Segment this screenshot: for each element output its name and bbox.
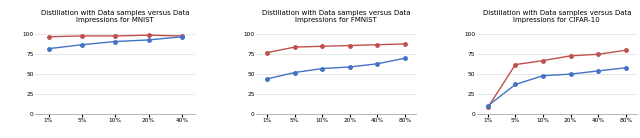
Data Impressions [374, 63, 381, 65]
Data Impressions [595, 70, 602, 72]
Original Training Data [539, 60, 547, 61]
Data Impressions [511, 84, 519, 85]
Original Training Data [45, 36, 52, 38]
Data Impressions [318, 68, 326, 69]
Original Training Data [111, 35, 119, 37]
Line: Original Training Data: Original Training Data [266, 42, 406, 54]
Data Impressions [145, 39, 152, 41]
Data Impressions [401, 57, 409, 59]
Data Impressions [622, 67, 630, 69]
Title: Distillation with Data samples versus Data
Impressions for FMNIST: Distillation with Data samples versus Da… [262, 10, 410, 23]
Original Training Data [178, 35, 186, 37]
Original Training Data [263, 52, 271, 54]
Original Training Data [78, 35, 86, 37]
Original Training Data [374, 44, 381, 46]
Data Impressions [291, 72, 298, 73]
Original Training Data [318, 45, 326, 47]
Title: Distillation with Data samples versus Data
Impressions for MNIST: Distillation with Data samples versus Da… [41, 10, 189, 23]
Data Impressions [346, 66, 354, 68]
Original Training Data [484, 107, 492, 108]
Original Training Data [291, 46, 298, 48]
Data Impressions [539, 75, 547, 77]
Original Training Data [346, 45, 354, 46]
Data Impressions [45, 48, 52, 50]
Line: Data Impressions: Data Impressions [486, 66, 627, 108]
Line: Data Impressions: Data Impressions [266, 56, 406, 81]
Line: Original Training Data: Original Training Data [486, 49, 627, 109]
Line: Original Training Data: Original Training Data [47, 33, 184, 39]
Data Impressions [178, 36, 186, 38]
Data Impressions [78, 44, 86, 46]
Original Training Data [595, 53, 602, 55]
Title: Distillation with Data samples versus Data
Impressions for CIFAR-10: Distillation with Data samples versus Da… [483, 10, 631, 23]
Line: Data Impressions: Data Impressions [47, 35, 184, 50]
Original Training Data [511, 64, 519, 65]
Data Impressions [111, 41, 119, 42]
Original Training Data [401, 43, 409, 45]
Original Training Data [145, 34, 152, 36]
Data Impressions [484, 105, 492, 107]
Data Impressions [263, 78, 271, 80]
Original Training Data [567, 55, 575, 57]
Data Impressions [567, 73, 575, 75]
Original Training Data [622, 49, 630, 51]
